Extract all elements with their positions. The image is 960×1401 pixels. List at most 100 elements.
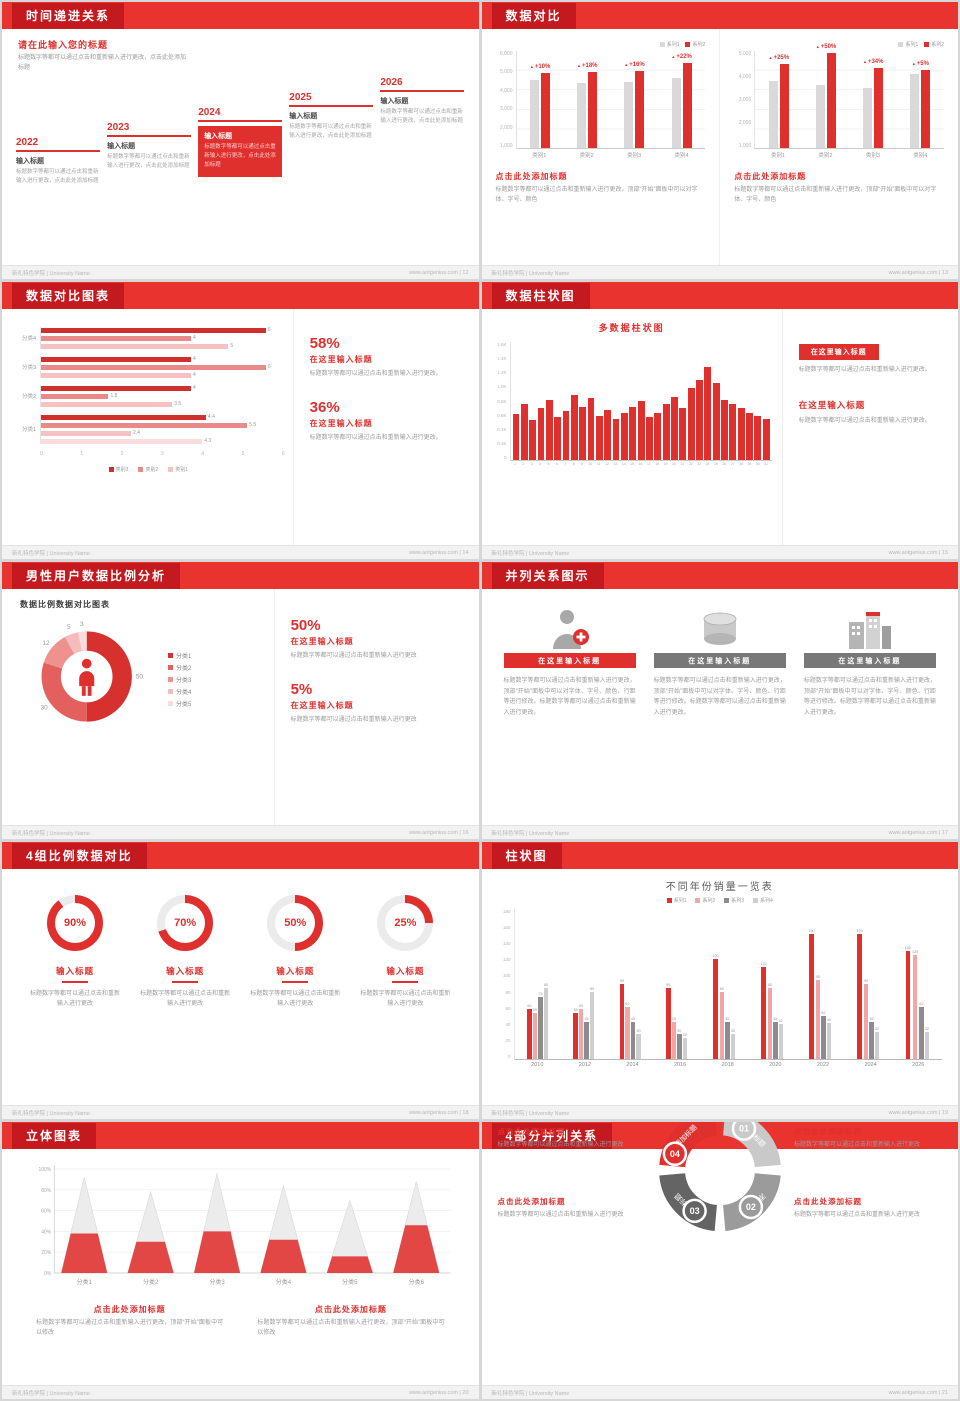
segment-number-badge[interactable] — [731, 1122, 756, 1141]
segment-number-badge[interactable] — [738, 1194, 763, 1220]
bar[interactable] — [662, 403, 670, 460]
legend-swatch — [168, 676, 173, 682]
bar[interactable] — [545, 399, 553, 460]
y-tick: 1,000 — [499, 142, 513, 149]
x-tick: 5 — [547, 462, 550, 466]
bar[interactable] — [729, 403, 737, 460]
segment-number-badge[interactable] — [682, 1198, 707, 1224]
bar-group[interactable]: ▲ +18% — [577, 51, 598, 148]
bar[interactable] — [679, 408, 687, 460]
hbar-category-row[interactable]: 分类4 6 4 5 — [12, 327, 285, 349]
hbar-category-row[interactable]: 分类3 4 6 4 — [12, 356, 285, 378]
bar[interactable] — [671, 396, 678, 460]
bar[interactable] — [512, 414, 520, 460]
bar[interactable] — [687, 387, 695, 460]
bar[interactable] — [712, 383, 720, 460]
x-tick: 23 — [697, 462, 702, 466]
bar-group[interactable]: 85 45 30 25 — [666, 983, 688, 1059]
donut-slice[interactable] — [41, 662, 88, 722]
bar[interactable] — [696, 380, 703, 460]
bar-group[interactable]: ▲ +34% — [863, 51, 883, 148]
timeline-step[interactable]: 2026 输入标题 标题数字等都可以通过点击和重新输入进行更改，点击此处添加标题 — [380, 77, 465, 126]
timeline-step[interactable]: 2023 输入标题 标题数字等都可以通过点击和重新输入进行更改，点击此处添加标题 — [107, 122, 192, 171]
hbar-category-row[interactable]: 分类1 4.4 5.5 2.4 4.3 — [12, 414, 285, 444]
bar-group[interactable]: 60 55 75 85 — [527, 983, 549, 1059]
bar[interactable] — [554, 417, 562, 460]
x-tick: 1 — [513, 462, 516, 466]
timeline-step[interactable]: 2025 输入标题 标题数字等都可以通过点击和重新输入进行更改，点击此处添加标题 — [289, 92, 374, 141]
legend-label: 分类4 — [176, 689, 192, 696]
bar-group[interactable]: 120 80 45 30 — [712, 954, 736, 1059]
item-title-bar[interactable]: 在这里输入标题 — [803, 653, 937, 668]
parallel-item: 在这里输入标题 标题数字等都可以通过点击和重新输入进行更改，顶部“开始”面板中可… — [653, 605, 786, 826]
bar[interactable] — [654, 412, 662, 460]
ratio-item[interactable]: 50% 输入标题 标题数字等都可以通过点击和重新输入进行更改 — [248, 895, 342, 1009]
bar — [912, 954, 918, 1059]
bar[interactable] — [562, 411, 570, 460]
bar-group[interactable]: ▲ +10% — [530, 51, 550, 148]
value-label: 43 — [826, 1018, 832, 1023]
x-tick: 5 — [241, 451, 245, 457]
donut-slice[interactable] — [86, 631, 132, 722]
bar-group[interactable]: ▲ +5% — [910, 51, 931, 148]
bar-group[interactable]: ▲ +22% — [671, 51, 692, 148]
bar — [578, 1009, 584, 1059]
donut-chart: 50 30 12 5 3 — [20, 612, 162, 746]
ratio-item[interactable]: 70% 输入标题 标题数字等都可以通过点击和重新输入进行更改 — [138, 895, 232, 1009]
bar-chart-panel: 多数据柱状图 1.6K 1.4K 1.2K 1.0K 0.8K 0.6K 0.4K 0.2K 0… — [482, 309, 782, 546]
bar-group[interactable]: ▲ +25% — [769, 51, 789, 148]
y-tick: 1,000 — [738, 143, 752, 149]
bar-group[interactable]: 90 62 45 30 — [619, 979, 641, 1059]
hbar — [41, 356, 191, 362]
bar-group[interactable]: ▲ +16% — [624, 51, 645, 148]
ratio-item[interactable]: 25% 输入标题 标题数字等都可以通过点击和重新输入进行更改 — [358, 895, 452, 1009]
bar-series2 — [921, 70, 931, 148]
bar[interactable] — [587, 398, 595, 460]
value-label: 90 — [619, 979, 625, 983]
bar[interactable] — [537, 408, 545, 460]
timeline-card-title: 输入标题 — [380, 98, 409, 106]
bar-group[interactable]: 110 85 45 42 — [760, 962, 784, 1059]
bar-group[interactable]: 150 95 52 43 — [808, 929, 832, 1059]
bar-group[interactable]: 55 60 45 80 — [573, 987, 595, 1059]
bar[interactable] — [629, 406, 637, 460]
y-tick: 20 — [505, 1037, 511, 1043]
hbar-category-row[interactable]: 分类2 4 1.8 3.5 — [12, 385, 285, 407]
x-tick: 3 — [160, 451, 164, 457]
bar-group[interactable]: 130 125 62 32 — [905, 946, 930, 1059]
value-label: 130 — [904, 945, 911, 950]
bar[interactable] — [570, 395, 578, 460]
segment-number-badge[interactable] — [662, 1141, 687, 1167]
ring-segment[interactable] — [722, 1122, 781, 1168]
bar-group[interactable]: 150 90 45 32 — [856, 929, 880, 1059]
donut-slice[interactable] — [64, 632, 83, 655]
footer-site-page: www.aotgenius.com | 20 — [408, 1389, 469, 1396]
bar[interactable] — [520, 403, 528, 460]
bar[interactable] — [637, 401, 645, 460]
bar[interactable] — [646, 417, 653, 460]
bar[interactable] — [704, 367, 712, 460]
bar[interactable] — [721, 399, 728, 460]
item-title-bar[interactable]: 在这里输入标题 — [503, 653, 636, 668]
ratio-item[interactable]: 90% 输入标题 标题数字等都可以通过点击和重新输入进行更改 — [28, 895, 122, 1009]
bar[interactable] — [529, 420, 537, 460]
bar[interactable] — [737, 408, 745, 460]
donut-slice[interactable] — [43, 636, 75, 670]
bar[interactable] — [612, 418, 620, 460]
caption-title: 点击此处添加标题 — [314, 1305, 387, 1314]
y-tick: 0.8K — [497, 398, 507, 404]
slide-body: 多数据柱状图 1.6K 1.4K 1.2K 1.0K 0.8K 0.6K 0.4K 0.2K 0… — [482, 309, 959, 546]
delta-label: ▲ +25% — [769, 55, 789, 61]
timeline-step[interactable]: 2022 输入标题 标题数字等都可以通过点击和重新输入进行更改，点击此处添加标题 — [16, 137, 101, 186]
item-title-bar[interactable]: 在这里输入标题 — [653, 653, 786, 668]
donut-slice[interactable] — [78, 631, 87, 652]
bar[interactable] — [604, 409, 612, 460]
bar[interactable] — [579, 406, 587, 460]
bar[interactable] — [595, 415, 603, 460]
bar[interactable] — [754, 415, 762, 460]
bar[interactable] — [762, 418, 770, 460]
bar-group[interactable]: ▲ +50% — [816, 44, 836, 148]
bar[interactable] — [746, 412, 753, 460]
timeline-step[interactable]: 2024 输入标题 标题数字等都可以通过点击重新输入进行更改，点击此处添加标题 — [198, 107, 283, 177]
bar[interactable] — [620, 412, 628, 460]
